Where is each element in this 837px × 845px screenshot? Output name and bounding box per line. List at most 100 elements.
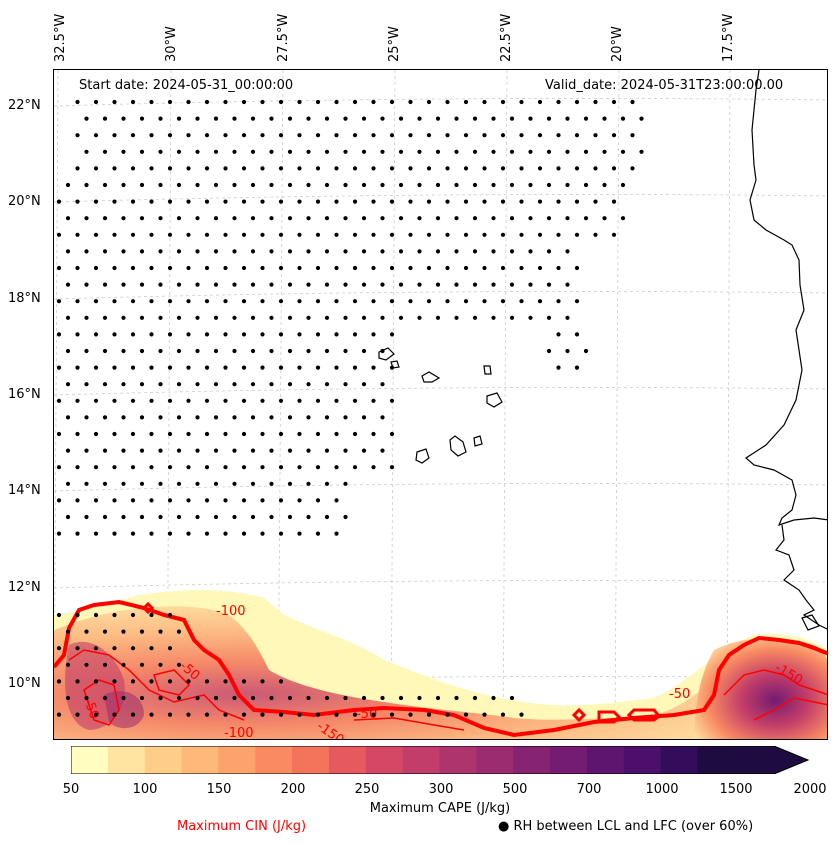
rh-dot: [426, 199, 432, 204]
rh-dot: [139, 695, 145, 701]
rh-dot: [56, 712, 62, 717]
rh-dot: [176, 448, 182, 453]
rh-dot: [75, 498, 80, 503]
rh-dot: [130, 498, 136, 503]
rh-dot: [528, 282, 533, 287]
rh-dot: [334, 431, 339, 437]
rh-dot: [121, 415, 126, 420]
lon-label-27-5w: 27.5°W: [276, 13, 291, 62]
colorbar-cell: [107, 746, 146, 774]
rh-dot: [56, 199, 62, 204]
colorbar-cell: [402, 746, 440, 774]
rh-dot: [491, 249, 496, 254]
rh-dot: [241, 232, 247, 237]
rh-dot: [56, 265, 62, 271]
rh-dot: [75, 166, 80, 171]
rh-dot: [611, 99, 617, 105]
rh-dot: [297, 199, 302, 204]
rh-dot: [75, 133, 80, 138]
rh-dot: [75, 612, 80, 618]
rh-dot: [204, 199, 210, 204]
rh-dot: [426, 232, 432, 237]
rh-dot: [278, 332, 284, 337]
rh-dot: [260, 712, 265, 717]
rh-dot: [287, 116, 293, 121]
rh-dot: [158, 116, 163, 121]
rh-dot: [556, 232, 561, 237]
rh-dot: [389, 332, 395, 337]
rh-dot: [426, 99, 432, 105]
rh-dot: [260, 133, 265, 138]
rh-dot: [380, 182, 385, 188]
rh-dot: [556, 365, 561, 370]
rh-dot: [463, 133, 469, 138]
colorbar-tick: 1000: [645, 782, 679, 797]
start-date-label: Start date: 2024-05-31_00:00:00: [79, 78, 294, 93]
rh-dot: [121, 116, 126, 121]
rh-dot: [380, 315, 385, 320]
rh-dot: [398, 695, 404, 701]
rh-dot: [232, 282, 237, 287]
rh-dot: [93, 498, 99, 503]
rh-dot: [602, 116, 607, 121]
rh-dot: [361, 695, 367, 701]
lon-label-20w: 20°W: [610, 26, 625, 62]
rh-dot: [398, 149, 404, 154]
rh-dot: [167, 365, 173, 370]
rh-dot: [232, 216, 237, 221]
rh-dot: [232, 695, 237, 701]
rh-dot: [93, 265, 99, 271]
rh-dot: [65, 182, 71, 188]
rh-dot: [176, 382, 182, 387]
rh-dot: [269, 514, 274, 520]
map-panel[interactable]: -100 -50 -150 -50 -100 -50 -150 -50: [53, 69, 828, 740]
rh-dot: [574, 332, 580, 337]
rh-dot: [343, 149, 348, 154]
rh-dot: [195, 448, 200, 453]
rh-dot: [93, 431, 99, 437]
rh-dot: [223, 299, 228, 304]
rh-dot: [537, 265, 543, 271]
rh-dot: [269, 448, 274, 453]
rh-dot: [84, 348, 89, 354]
rh-dot: [324, 415, 330, 420]
rh-dot: [565, 149, 570, 154]
rh-dot: [417, 116, 422, 121]
rh-dot: [241, 712, 247, 717]
rh-dot: [334, 365, 339, 370]
rh-dot: [398, 315, 404, 320]
rh-dot: [213, 348, 219, 354]
rh-dot: [260, 299, 265, 304]
lat-label-20n: 20°N: [8, 194, 41, 209]
rh-dot: [186, 99, 191, 105]
rh-dot: [112, 612, 117, 618]
rh-dot: [343, 514, 348, 520]
rh-dot: [93, 712, 99, 717]
rh-dot: [491, 182, 496, 188]
rh-dot: [389, 398, 395, 403]
lon-label-25w: 25°W: [387, 26, 402, 62]
rh-dot: [297, 398, 302, 403]
rh-dot: [306, 695, 311, 701]
rh-dot: [232, 448, 237, 453]
rh-dot: [232, 249, 237, 254]
rh-dot: [389, 265, 395, 271]
rh-dot: [93, 99, 99, 105]
rh-dot: [398, 216, 404, 221]
rh-dot: [398, 116, 404, 121]
rh-dot: [176, 629, 182, 634]
rh-dot: [324, 315, 330, 320]
rh-dot: [306, 448, 311, 453]
rh-dot: [112, 199, 117, 204]
rh-dot: [241, 398, 247, 403]
rh-dot: [167, 199, 173, 204]
rh-dot: [472, 282, 478, 287]
rh-dot: [121, 629, 126, 634]
rh-dot: [324, 348, 330, 354]
rh-dot: [389, 99, 395, 105]
rh-dot: [445, 265, 450, 271]
rh-dot: [278, 398, 284, 403]
rh-dot: [167, 265, 173, 271]
rh-dot: [241, 99, 247, 105]
rh-dot: [56, 398, 62, 403]
